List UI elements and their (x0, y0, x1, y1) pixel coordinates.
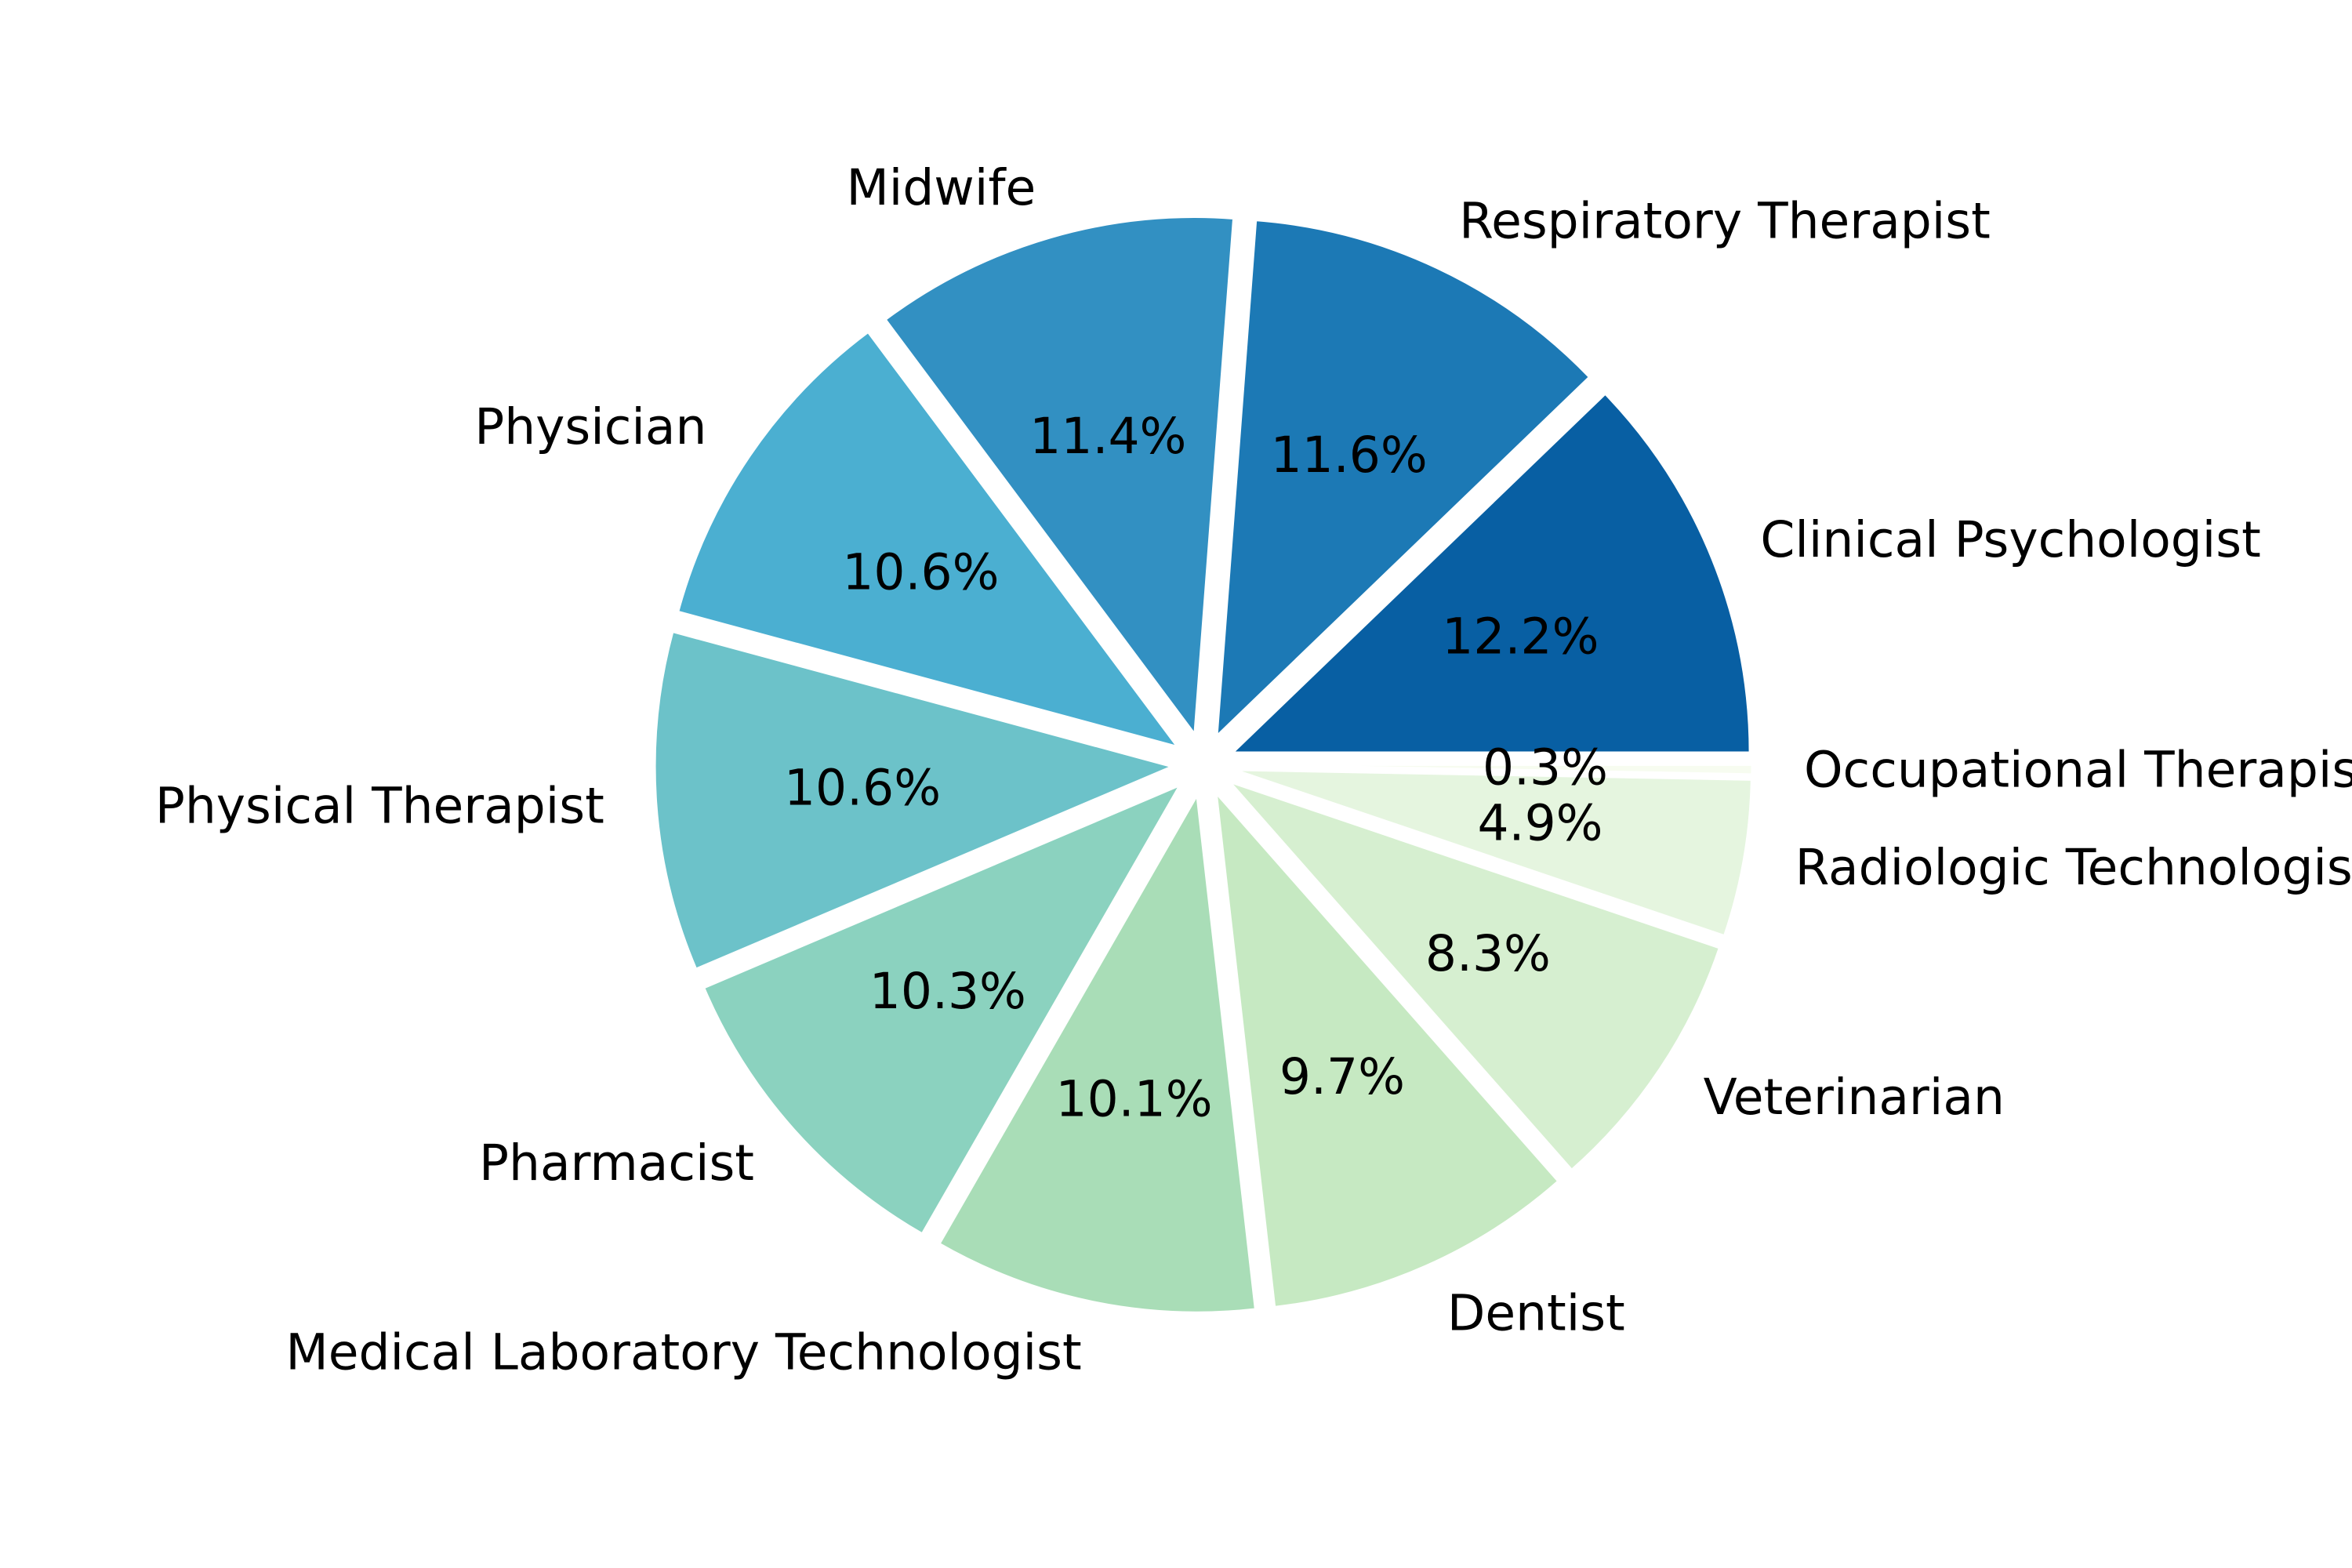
percent-label-veterinarian: 8.3% (1425, 925, 1551, 982)
pie-slice-radiologic-technologist (1233, 768, 1753, 938)
category-label-medical-laboratory-technologist: Medical Laboratory Technologist (285, 1324, 1081, 1381)
pie-slice-occupational-therapist (1234, 763, 1754, 776)
percent-label-midwife: 11.4% (1029, 408, 1186, 465)
category-label-radiologic-technologist: Radiologic Technologist (1795, 839, 2352, 896)
category-label-occupational-therapist: Occupational Therapist (1804, 742, 2352, 799)
percent-label-pharmacist: 10.3% (869, 963, 1026, 1020)
pie-slice-respiratory-therapist (1215, 219, 1592, 739)
percent-label-physical-therapist: 10.6% (784, 760, 941, 817)
category-label-physician: Physician (474, 398, 706, 456)
category-label-veterinarian: Veterinarian (1704, 1069, 2005, 1126)
category-label-clinical-psychologist: Clinical Psychologist (1760, 511, 2260, 568)
category-labels: Clinical Psychologist Respiratory Therapi… (155, 159, 2352, 1381)
pie-slice-medical-laboratory-technologist (938, 791, 1258, 1314)
pie-slice-veterinarian (1225, 779, 1722, 1172)
category-label-physical-therapist: Physical Therapist (155, 777, 604, 834)
percent-label-respiratory-therapist: 11.6% (1271, 426, 1428, 484)
category-label-midwife: Midwife (846, 159, 1036, 216)
percent-label-medical-laboratory-technologist: 10.1% (1056, 1070, 1213, 1127)
percent-labels: 12.2% 11.6% 11.4% 10.6% 10.6% 10.3% 10.1% 9.7% 8… (784, 408, 1608, 1128)
percent-label-radiologic-technologist: 4.9% (1477, 794, 1602, 851)
pie-slice-pharmacist (702, 782, 1183, 1236)
pie-slice-dentist (1214, 789, 1560, 1309)
category-label-pharmacist: Pharmacist (479, 1134, 754, 1192)
percent-label-dentist: 9.7% (1279, 1048, 1405, 1105)
pie-slices (653, 216, 1754, 1314)
percent-label-clinical-psychologist: 12.2% (1442, 608, 1599, 665)
percent-label-physician: 10.6% (842, 543, 999, 601)
pie-slice-physician (676, 330, 1181, 750)
pie-slice-midwife (884, 216, 1236, 738)
percent-label-occupational-therapist: 0.3% (1483, 739, 1608, 797)
category-label-respiratory-therapist: Respiratory Therapist (1459, 192, 1991, 249)
pie-slice-clinical-psychologist (1229, 392, 1751, 754)
pie-slice-physical-therapist (653, 630, 1176, 971)
category-label-dentist: Dentist (1447, 1285, 1625, 1342)
